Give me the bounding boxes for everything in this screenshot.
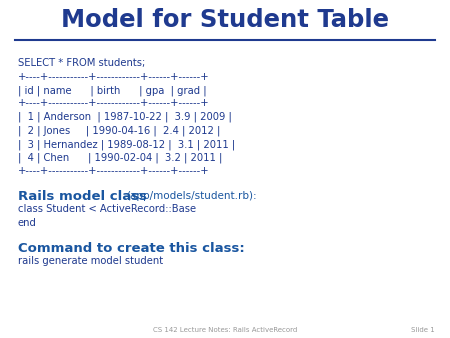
Text: CS 142 Lecture Notes: Rails ActiveRecord: CS 142 Lecture Notes: Rails ActiveRecord (153, 327, 297, 333)
Text: |  3 | Hernandez | 1989-08-12 |  3.1 | 2011 |: | 3 | Hernandez | 1989-08-12 | 3.1 | 201… (18, 139, 235, 149)
Text: | id | name      | birth      | gpa  | grad |: | id | name | birth | gpa | grad | (18, 85, 207, 96)
Text: SELECT * FROM students;: SELECT * FROM students; (18, 58, 145, 68)
Text: class Student < ActiveRecord::Base: class Student < ActiveRecord::Base (18, 204, 196, 215)
Text: +----+-----------+------------+------+------+: +----+-----------+------------+------+--… (18, 98, 210, 108)
Text: +----+-----------+------------+------+------+: +----+-----------+------------+------+--… (18, 72, 210, 81)
Text: rails generate model student: rails generate model student (18, 257, 163, 266)
Text: Slide 1: Slide 1 (411, 327, 435, 333)
Text: Rails model class: Rails model class (18, 190, 152, 202)
Text: (app/models/student.rb):: (app/models/student.rb): (126, 191, 256, 201)
Text: |  2 | Jones     | 1990-04-16 |  2.4 | 2012 |: | 2 | Jones | 1990-04-16 | 2.4 | 2012 | (18, 125, 220, 136)
Text: Model for Student Table: Model for Student Table (61, 8, 389, 32)
Text: |  1 | Anderson  | 1987-10-22 |  3.9 | 2009 |: | 1 | Anderson | 1987-10-22 | 3.9 | 2009… (18, 112, 232, 122)
Text: +----+-----------+------------+------+------+: +----+-----------+------------+------+--… (18, 166, 210, 176)
Text: Command to create this class:: Command to create this class: (18, 241, 245, 255)
Text: end: end (18, 218, 37, 228)
Text: |  4 | Chen      | 1990-02-04 |  3.2 | 2011 |: | 4 | Chen | 1990-02-04 | 3.2 | 2011 | (18, 152, 222, 163)
